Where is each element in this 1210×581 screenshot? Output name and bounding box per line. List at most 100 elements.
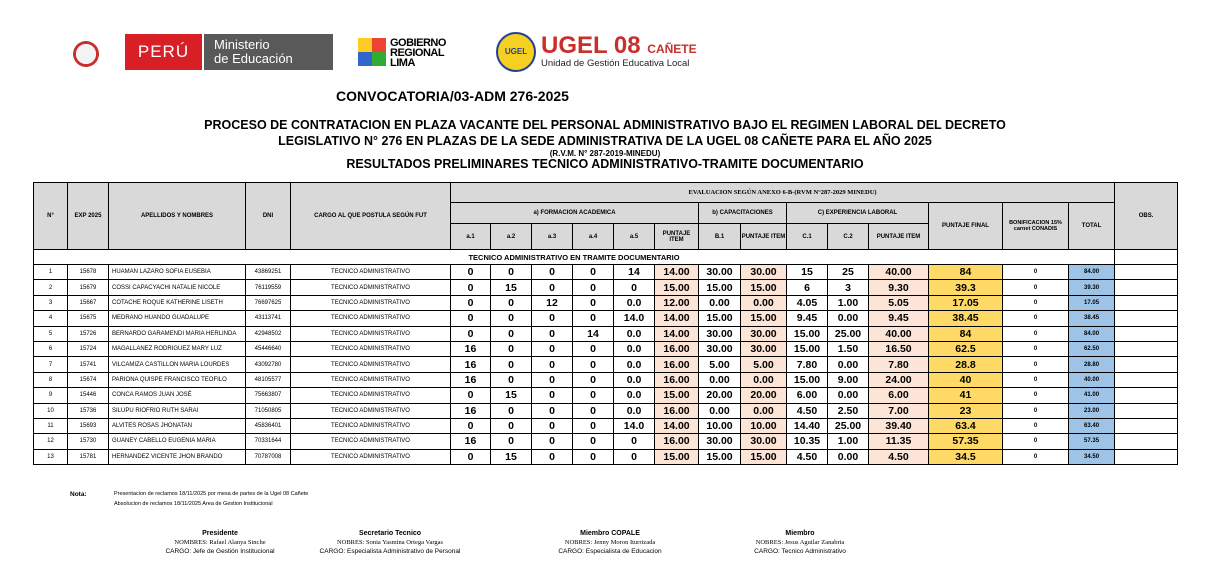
cell-cargo: TECNICO ADMINISTRATIVO	[290, 340, 451, 358]
cell-a4: 0	[572, 387, 614, 404]
cell-exp: 15678	[67, 263, 109, 281]
cell-obs	[1114, 387, 1179, 404]
cell-puntaje-item-c: 11.35	[868, 433, 929, 450]
cell-c1: 10.35	[786, 433, 828, 450]
cell-obs	[1114, 263, 1179, 281]
cell-total: 57.35	[1067, 433, 1116, 450]
cell-total: 84.00	[1067, 325, 1116, 342]
cell-bonificacion: 0	[1002, 356, 1069, 373]
cell-obs	[1114, 340, 1179, 358]
cell-b1: 15.00	[698, 310, 741, 327]
signature-block: Miembro COPALE NOBRES: Jenny Moron Iturri…	[520, 529, 700, 556]
cell-puntaje-final: 62.5	[928, 340, 1003, 358]
cell-dni: 45446640	[245, 340, 291, 358]
header-logos: PERÚ Ministerio de Educación GOBIERNO REGI…	[64, 32, 744, 72]
subtitle-line-1: PROCESO DE CONTRATACION EN PLAZA VACANTE…	[204, 118, 1006, 132]
cell-b1: 30.00	[698, 433, 741, 450]
cell-puntaje-final: 84	[928, 263, 1003, 281]
cell-dni: 70331644	[245, 433, 291, 450]
cell-a4: 0	[572, 356, 614, 373]
cell-puntaje-final: 84	[928, 325, 1003, 342]
cell-puntaje-final: 38.45	[928, 310, 1003, 327]
cell-puntaje-item-b: 0.00	[740, 294, 787, 312]
minedu-logo: Ministerio de Educación	[204, 34, 333, 70]
cell-total: 38.45	[1067, 310, 1116, 327]
cell-exp: 15679	[67, 279, 109, 296]
cell-c2: 25	[827, 263, 869, 281]
cell-a4: 0	[572, 371, 614, 389]
cell-cargo: TECNICO ADMINISTRATIVO	[290, 279, 451, 296]
cell-dni: 71050805	[245, 402, 291, 419]
cell-nombres: BERNARDO GARAMENDI MARIA HERLINDA	[108, 325, 246, 342]
cell-n: 4	[33, 310, 68, 327]
cell-a3: 12	[531, 294, 573, 312]
cell-cargo: TECNICO ADMINISTRATIVO	[290, 294, 451, 312]
signature-cargo: CARGO: Jefe de Gestión Institucional	[165, 548, 275, 555]
cell-puntaje-item-c: 39.40	[868, 417, 929, 435]
cell-c1: 15.00	[786, 371, 828, 389]
cell-a1: 16	[450, 371, 491, 389]
cell-cargo: TECNICO ADMINISTRATIVO	[290, 263, 451, 281]
cell-a1: 0	[450, 387, 491, 404]
cell-exp: 15730	[67, 433, 109, 450]
cell-b1: 0.00	[698, 294, 741, 312]
signature-role: Secretario Tecnico	[358, 530, 422, 537]
cell-total: 40.00	[1067, 371, 1116, 389]
cell-a3: 0	[531, 448, 573, 466]
cell-c1: 4.05	[786, 294, 828, 312]
cell-c1: 14.40	[786, 417, 828, 435]
cell-obs	[1114, 402, 1179, 419]
cell-a2: 0	[490, 402, 532, 419]
results-table: N° EXP 2025 APELLIDOS Y NOMBRES DNI CARG…	[32, 182, 1179, 466]
subtitle-line-2: LEGISLATIVO N° 276 EN PLAZAS DE LA SEDE …	[278, 134, 932, 148]
header-a2: a.2	[490, 223, 532, 250]
cell-exp: 15724	[67, 340, 109, 358]
header-c2: C.2	[827, 223, 869, 250]
cell-puntaje-final: 28.8	[928, 356, 1003, 373]
cell-a3: 0	[531, 279, 573, 296]
cell-nombres: HERNANDEZ VICENTE JHON BRANDO	[108, 448, 246, 466]
cell-bonificacion: 0	[1002, 279, 1069, 296]
cell-puntaje-item-a: 15.00	[654, 387, 699, 404]
cell-total: 23.00	[1067, 402, 1116, 419]
cell-dni: 48105577	[245, 371, 291, 389]
cell-b1: 0.00	[698, 402, 741, 419]
cell-puntaje-item-b: 30.00	[740, 263, 787, 281]
header-b1: B.1	[698, 223, 741, 250]
cell-puntaje-item-c: 7.80	[868, 356, 929, 373]
cell-b1: 30.00	[698, 340, 741, 358]
cell-a2: 15	[490, 448, 532, 466]
cell-a5: 0	[613, 448, 655, 466]
cell-b1: 5.00	[698, 356, 741, 373]
cell-puntaje-item-b: 20.00	[740, 387, 787, 404]
header-formacion: a) FORMACION ACADEMICA	[450, 202, 699, 224]
cell-a2: 0	[490, 417, 532, 435]
cell-c1: 7.80	[786, 356, 828, 373]
signature-name: NOBRES: Sonia Yasmina Ortega Vargas	[336, 539, 444, 546]
cell-n: 2	[33, 279, 68, 296]
cell-puntaje-item-c: 40.00	[868, 263, 929, 281]
cell-puntaje-item-a: 15.00	[654, 279, 699, 296]
cell-obs	[1114, 279, 1179, 296]
cell-a3: 0	[531, 433, 573, 450]
cell-total: 28.80	[1067, 356, 1116, 373]
cell-a5: 0.0	[613, 325, 655, 342]
cell-cargo: TECNICO ADMINISTRATIVO	[290, 402, 451, 419]
cell-cargo: TECNICO ADMINISTRATIVO	[290, 356, 451, 373]
cell-puntaje-final: 34.5	[928, 448, 1003, 466]
cell-a4: 0	[572, 417, 614, 435]
table-body: 1 15678 HUAMAN LAZARO SOFIA EUSEBIA 4386925…	[33, 263, 1179, 466]
ugel-seal-logo: UGEL	[496, 32, 536, 72]
cell-a4: 0	[572, 448, 614, 466]
cell-puntaje-item-c: 40.00	[868, 325, 929, 342]
cell-nombres: HUAMAN LAZARO SOFIA EUSEBIA	[108, 263, 246, 281]
cell-n: 3	[33, 294, 68, 312]
cell-b1: 15.00	[698, 279, 741, 296]
cell-puntaje-item-b: 30.00	[740, 340, 787, 358]
cell-exp: 15446	[67, 387, 109, 404]
cell-n: 9	[33, 387, 68, 404]
cell-n: 8	[33, 371, 68, 389]
cell-obs	[1114, 310, 1179, 327]
cell-bonificacion: 0	[1002, 371, 1069, 389]
cell-total: 41.00	[1067, 387, 1116, 404]
